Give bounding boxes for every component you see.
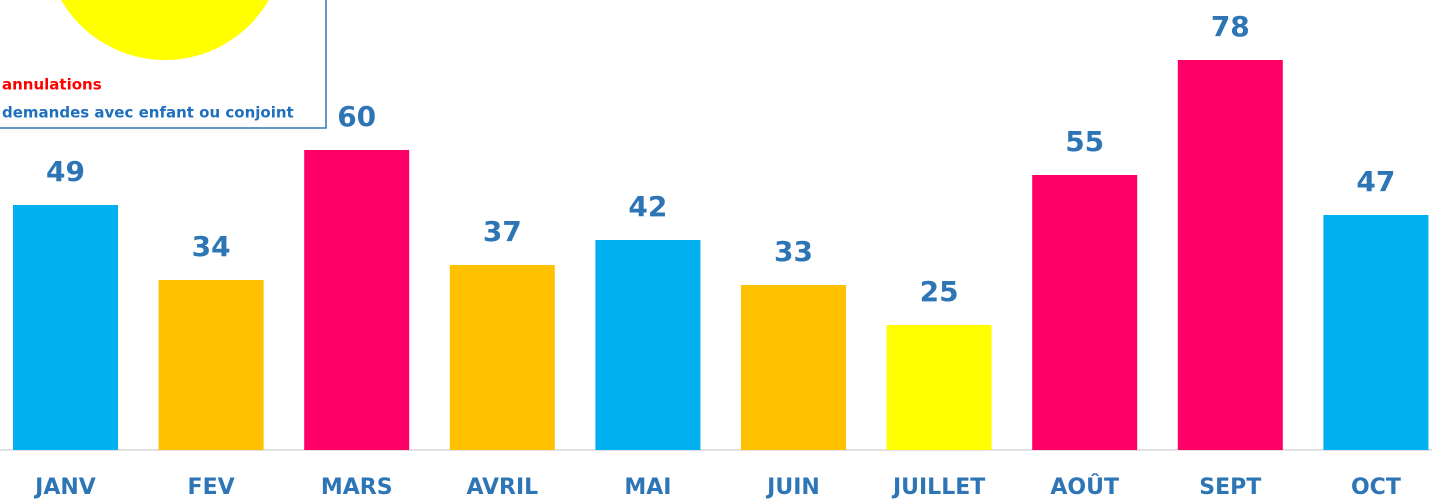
value-label: 37 (483, 215, 522, 248)
value-label: 33 (774, 235, 813, 268)
x-tick-label: JUIN (765, 475, 820, 500)
x-tick-label: JANV (33, 475, 96, 500)
legend-label: annulations (2, 76, 102, 94)
x-tick-label: FEV (188, 475, 235, 500)
x-tick-label: JUILLET (891, 475, 985, 500)
bar (886, 325, 992, 450)
bar (1323, 215, 1429, 450)
value-label: 42 (628, 190, 667, 223)
bar (1177, 60, 1283, 450)
value-label: 47 (1356, 165, 1395, 198)
value-label: 55 (1065, 125, 1104, 158)
bar (1032, 175, 1138, 450)
bar (304, 150, 410, 450)
bar (595, 240, 701, 450)
value-label: 34 (192, 230, 231, 263)
x-tick-label: MAI (624, 475, 671, 500)
value-label: 78 (1211, 10, 1250, 43)
value-label: 49 (46, 155, 85, 188)
bar (741, 285, 846, 450)
bar (158, 280, 264, 450)
x-tick-label: AOÛT (1050, 474, 1119, 500)
x-tick-label: SEPT (1199, 475, 1261, 500)
x-tick-label: AVRIL (466, 475, 538, 500)
x-tick-label: MARS (321, 475, 393, 500)
bar (449, 265, 555, 450)
x-tick-label: OCT (1351, 475, 1401, 500)
value-label: 25 (920, 275, 959, 308)
value-label: 60 (337, 100, 376, 133)
bar (13, 205, 118, 450)
legend-label: demandes avec enfant ou conjoint (2, 104, 294, 122)
legend-sun (61, 0, 269, 60)
